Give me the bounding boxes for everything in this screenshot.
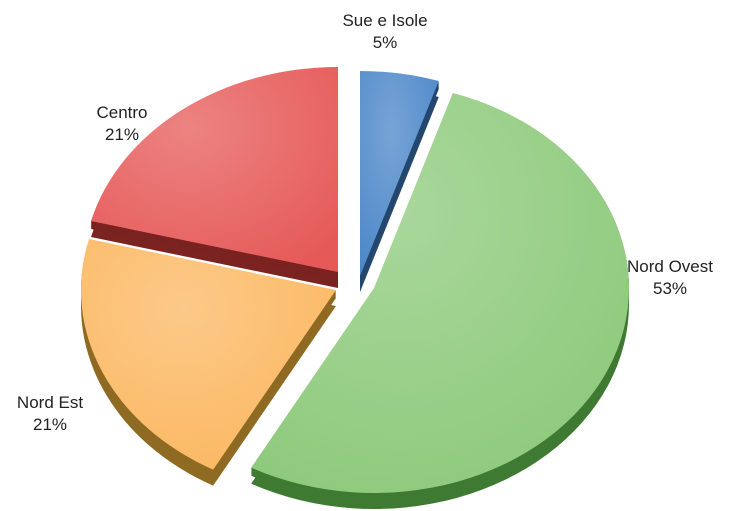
slice-centro [91,67,338,272]
slice-value-label: 5% [373,33,398,52]
slice-value-label: 53% [653,279,687,298]
slice-value-label: 21% [33,415,67,434]
slice-tops [80,67,629,493]
slice-nord-ovest [251,93,629,493]
slice-name-label: Nord Est [17,393,83,412]
slice-name-label: Sue e Isole [342,11,427,30]
slice-nord-est [80,239,336,470]
slice-value-label: 21% [105,125,139,144]
slice-name-label: Centro [96,103,147,122]
slice-name-label: Nord Ovest [627,257,713,276]
slice-sue-e-isole [360,71,439,276]
slice-labels: Sue e Isole 5% Nord Ovest 53% Nord Est 21% Cen… [17,11,713,434]
